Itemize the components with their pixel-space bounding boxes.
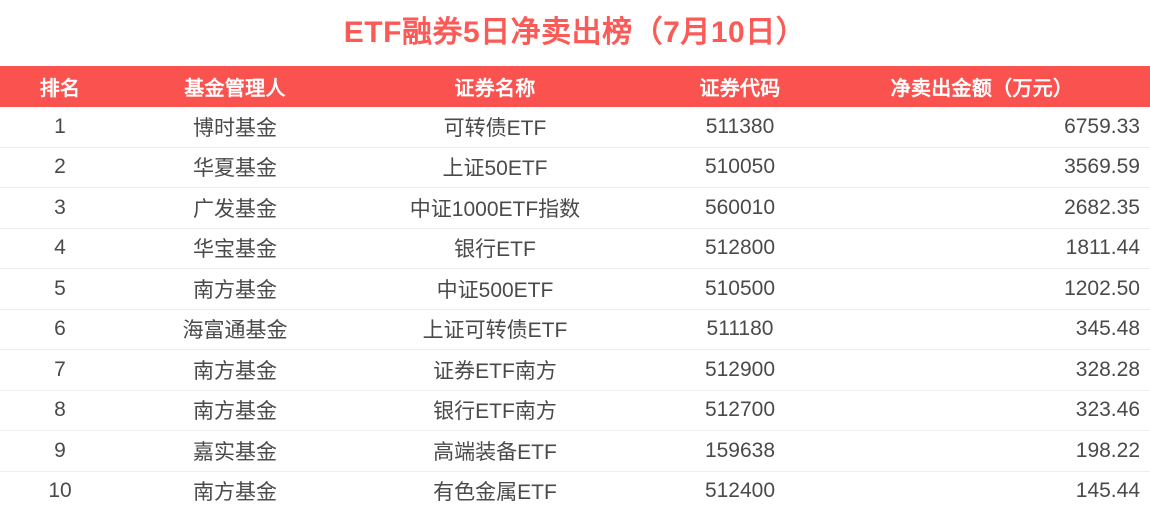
cell-code: 511380 — [640, 107, 840, 148]
table-header: 排名 基金管理人 证券名称 证券代码 净卖出金额（万元） — [0, 66, 1150, 107]
cell-manager: 南方基金 — [120, 390, 350, 431]
cell-code: 512400 — [704, 479, 776, 503]
cell-manager: 南方基金 — [120, 268, 350, 310]
column-header-code: 证券代码 — [699, 78, 781, 100]
table-body: 1 博时基金 可转债ETF 511380 6759.33 2 华夏基金 上证50ETF 5100… — [0, 107, 1150, 511]
column-header-amount: 净卖出金额（万元） — [890, 78, 1074, 100]
cell-manager: 南方基金 — [120, 349, 350, 391]
cell-security: 有色金属ETF — [433, 481, 557, 505]
cell-rank: 5 — [0, 268, 120, 310]
cell-code: 560010 — [640, 187, 840, 229]
cell-amount: 198.22 — [840, 430, 1150, 472]
cell-code: 512800 — [640, 228, 840, 269]
cell-amount: 2682.35 — [840, 187, 1150, 229]
cell-amount: 328.28 — [840, 349, 1150, 391]
cell-security: 银行ETF — [350, 228, 640, 269]
cell-code: 512900 — [640, 349, 840, 391]
table-row: 9 嘉实基金 高端装备ETF 159638 198.22 — [0, 430, 1150, 472]
cell-rank: 2 — [0, 147, 120, 188]
table-row: 10 南方基金 有色金属ETF 512400 145.44 — [0, 471, 1150, 511]
column-header-rank: 排名 — [39, 78, 81, 100]
cell-amount: 6759.33 — [840, 107, 1150, 148]
cell-code: 510050 — [640, 147, 840, 188]
cell-security: 上证可转债ETF — [350, 309, 640, 350]
cell-code: 511180 — [640, 309, 840, 350]
cell-rank: 6 — [0, 309, 120, 350]
cell-security: 中证500ETF — [350, 268, 640, 310]
table-row: 3 广发基金 中证1000ETF指数 560010 2682.35 — [0, 187, 1150, 229]
cell-manager: 华夏基金 — [120, 147, 350, 188]
cell-security: 中证1000ETF指数 — [350, 187, 640, 229]
table-row: 6 海富通基金 上证可转债ETF 511180 345.48 — [0, 309, 1150, 350]
cell-manager: 华宝基金 — [120, 228, 350, 269]
table-row: 7 南方基金 证券ETF南方 512900 328.28 — [0, 349, 1150, 391]
cell-code: 159638 — [640, 430, 840, 472]
cell-manager: 嘉实基金 — [120, 430, 350, 472]
column-header-manager: 基金管理人 — [184, 78, 286, 100]
cell-amount: 323.46 — [840, 390, 1150, 431]
cell-amount: 1202.50 — [840, 268, 1150, 310]
page-title: ETF融券5日净卖出榜（7月10日） — [343, 16, 807, 49]
cell-rank: 4 — [0, 228, 120, 269]
cell-security: 银行ETF南方 — [350, 390, 640, 431]
cell-rank: 3 — [0, 187, 120, 229]
cell-manager: 南方基金 — [193, 481, 277, 505]
page-title-area: ETF融券5日净卖出榜（7月10日） — [0, 0, 1150, 66]
table-row: 5 南方基金 中证500ETF 510500 1202.50 — [0, 268, 1150, 310]
cell-rank: 10 — [48, 479, 72, 503]
cell-amount: 145.44 — [1075, 479, 1140, 503]
table-header-row: 排名 基金管理人 证券名称 证券代码 净卖出金额（万元） — [0, 66, 1150, 107]
cell-manager: 广发基金 — [120, 187, 350, 229]
cell-security: 证券ETF南方 — [350, 349, 640, 391]
cell-security: 高端装备ETF — [350, 430, 640, 472]
cell-security: 可转债ETF — [350, 107, 640, 148]
cell-rank: 1 — [0, 107, 120, 148]
cell-manager: 博时基金 — [120, 107, 350, 148]
table-row: 8 南方基金 银行ETF南方 512700 323.46 — [0, 390, 1150, 431]
cell-code: 510500 — [640, 268, 840, 310]
table-row: 4 华宝基金 银行ETF 512800 1811.44 — [0, 228, 1150, 269]
cell-rank: 9 — [0, 430, 120, 472]
cell-amount: 345.48 — [840, 309, 1150, 350]
cell-rank: 8 — [0, 390, 120, 431]
cell-security: 上证50ETF — [350, 147, 640, 188]
column-header-security: 证券名称 — [454, 78, 536, 100]
cell-rank: 7 — [0, 349, 120, 391]
cell-manager: 海富通基金 — [120, 309, 350, 350]
table-row: 1 博时基金 可转债ETF 511380 6759.33 — [0, 107, 1150, 148]
table-row: 2 华夏基金 上证50ETF 510050 3569.59 — [0, 147, 1150, 188]
cell-amount: 3569.59 — [840, 147, 1150, 188]
etf-net-sell-ranking-table: 排名 基金管理人 证券名称 证券代码 净卖出金额（万元） 1 博时基金 可转债ETF… — [0, 66, 1150, 511]
cell-code: 512700 — [640, 390, 840, 431]
cell-amount: 1811.44 — [840, 228, 1150, 269]
